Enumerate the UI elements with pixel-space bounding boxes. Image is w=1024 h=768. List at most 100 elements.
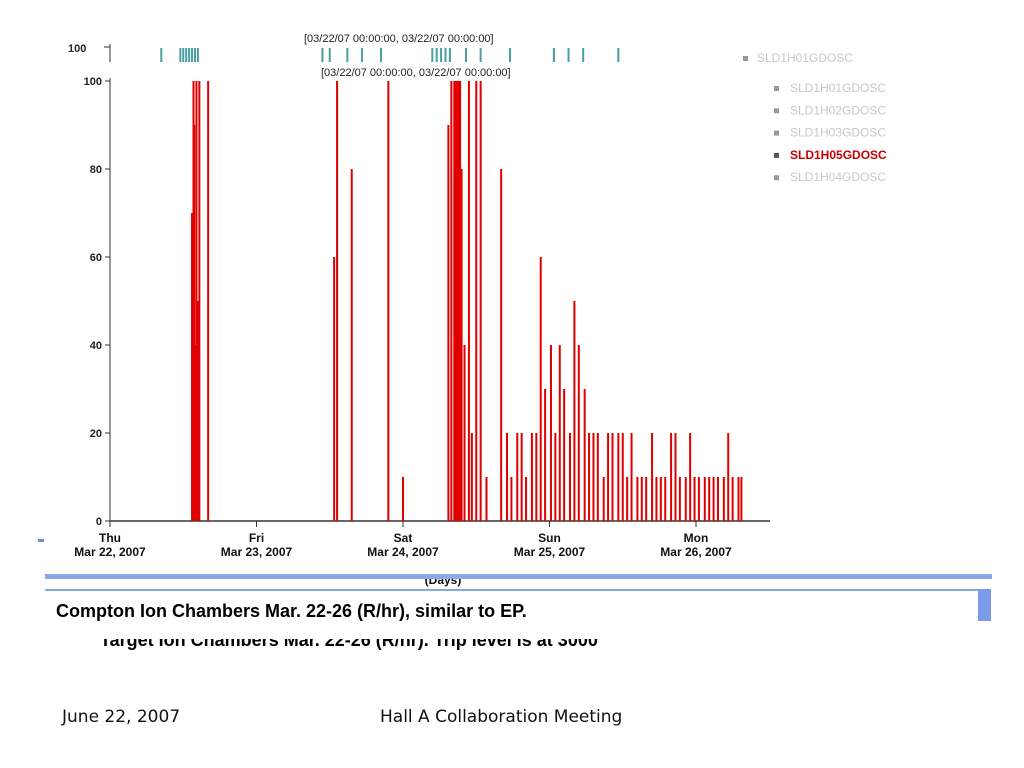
bar bbox=[475, 81, 478, 521]
overview-mark bbox=[346, 48, 349, 62]
overview-mark bbox=[188, 48, 191, 62]
x-tick-day-label: Fri bbox=[249, 531, 264, 545]
bar bbox=[196, 301, 199, 521]
bar bbox=[670, 433, 673, 521]
bar bbox=[703, 477, 706, 521]
footer-title: Hall A Collaboration Meeting bbox=[380, 707, 623, 727]
bar bbox=[602, 477, 605, 521]
bar bbox=[506, 433, 509, 521]
overview-mark bbox=[617, 48, 620, 62]
bar bbox=[607, 433, 610, 521]
bar bbox=[525, 477, 528, 521]
legend-item-label[interactable]: SLD1H01GDOSC bbox=[790, 81, 886, 95]
bar bbox=[664, 477, 667, 521]
overview-mark bbox=[160, 48, 163, 62]
legend-marker[interactable] bbox=[774, 130, 779, 136]
bar bbox=[539, 257, 542, 521]
bar bbox=[516, 433, 519, 521]
overview-mark bbox=[431, 48, 434, 62]
decor-band bbox=[45, 574, 992, 579]
bar bbox=[479, 81, 482, 521]
bar bbox=[549, 345, 552, 521]
legend-marker[interactable] bbox=[774, 108, 779, 114]
bar bbox=[583, 389, 586, 521]
bar bbox=[592, 433, 595, 521]
main-range-label: [03/22/07 00:00:00, 03/22/07 00:00:00] bbox=[321, 67, 511, 79]
legend-item-label[interactable]: SLD1H05GDOSC bbox=[790, 148, 887, 162]
decor-band-line bbox=[45, 589, 978, 591]
overview-mark bbox=[196, 48, 199, 62]
bars bbox=[191, 81, 743, 521]
bar bbox=[544, 389, 547, 521]
bar bbox=[336, 81, 339, 521]
bar bbox=[456, 81, 459, 521]
overview-mark bbox=[191, 48, 194, 62]
legend-item-label[interactable]: SLD1H02GDOSC bbox=[790, 103, 886, 117]
bar bbox=[674, 433, 677, 521]
bar bbox=[712, 477, 715, 521]
legend-item-label[interactable]: SLD1H04GDOSC bbox=[790, 170, 886, 184]
x-tick-date-label: Mar 23, 2007 bbox=[221, 545, 293, 559]
legend-marker[interactable] bbox=[774, 86, 779, 91]
bar bbox=[693, 477, 696, 521]
bar bbox=[569, 433, 572, 521]
overview-mark bbox=[508, 48, 511, 62]
bar bbox=[684, 477, 687, 521]
bar bbox=[716, 477, 719, 521]
bar bbox=[645, 477, 648, 521]
x-tick-date-label: Mar 22, 2007 bbox=[74, 545, 146, 559]
overview-mark bbox=[321, 48, 324, 62]
bar bbox=[470, 433, 473, 521]
bar bbox=[727, 433, 730, 521]
overview-y-label: 100 bbox=[68, 43, 86, 55]
bar bbox=[722, 477, 725, 521]
overview-mark bbox=[328, 48, 331, 62]
slide-caption: Compton Ion Chambers Mar. 22-26 (R/hr), … bbox=[56, 601, 527, 621]
decor-band-square bbox=[978, 589, 991, 621]
bar bbox=[350, 169, 353, 521]
bar bbox=[740, 477, 743, 521]
bar bbox=[708, 477, 711, 521]
bar bbox=[630, 433, 633, 521]
x-tick-date-label: Mar 24, 2007 bbox=[367, 545, 439, 559]
bar bbox=[387, 81, 390, 521]
legend-marker[interactable] bbox=[774, 152, 779, 158]
overview-range-label: [03/22/07 00:00:00, 03/22/07 00:00:00] bbox=[304, 33, 494, 45]
overview-mark bbox=[464, 48, 467, 62]
overview-legend-label: SLD1H01GDOSC bbox=[757, 51, 853, 65]
bar bbox=[588, 433, 591, 521]
y-tick-label: 40 bbox=[90, 340, 102, 352]
overview-legend-marker bbox=[743, 56, 748, 61]
overview-mark bbox=[582, 48, 585, 62]
bar bbox=[535, 433, 538, 521]
x-tick-day-label: Sun bbox=[538, 531, 561, 545]
bar bbox=[453, 81, 456, 521]
legend[interactable]: SLD1H01GDOSC SLD1H02GDOSC SLD1H03GDOSC SLD1… bbox=[743, 56, 887, 184]
overview-mark bbox=[444, 48, 447, 62]
bar bbox=[697, 477, 700, 521]
bar bbox=[467, 81, 470, 521]
overview-mark bbox=[182, 48, 185, 62]
overview-mark bbox=[567, 48, 570, 62]
x-tick-date-label: Mar 25, 2007 bbox=[514, 545, 586, 559]
overview-mark bbox=[179, 48, 182, 62]
bar bbox=[402, 477, 404, 521]
bar bbox=[450, 81, 453, 521]
bar bbox=[659, 477, 662, 521]
x-tick-day-label: Sat bbox=[394, 531, 413, 545]
bar bbox=[563, 389, 566, 521]
bar bbox=[626, 477, 629, 521]
y-tick-label: 80 bbox=[90, 164, 102, 176]
legend-item-label[interactable]: SLD1H03GDOSC bbox=[790, 126, 886, 140]
overview-mark bbox=[193, 48, 196, 62]
bar bbox=[678, 477, 681, 521]
bar bbox=[191, 213, 194, 521]
bar bbox=[454, 81, 457, 521]
bar bbox=[460, 169, 463, 521]
legend-marker[interactable] bbox=[774, 175, 779, 181]
bar bbox=[207, 81, 210, 521]
bar bbox=[193, 125, 196, 521]
bar bbox=[554, 433, 557, 521]
bar bbox=[198, 81, 201, 521]
bar bbox=[510, 477, 513, 521]
